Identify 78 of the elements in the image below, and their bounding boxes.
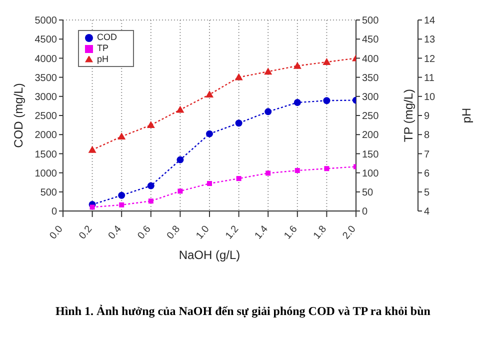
- y2-tick-label: 500: [362, 16, 380, 27]
- y2-tick-label: 0: [362, 206, 368, 218]
- point: [119, 202, 124, 208]
- y3-tick-label: 13: [424, 34, 436, 46]
- point: [206, 90, 214, 98]
- y-tick-label: 1000: [34, 168, 58, 180]
- y-tick-label: 5000: [34, 16, 58, 27]
- point: [294, 168, 300, 174]
- y2-tick-label: 100: [362, 168, 380, 180]
- point: [176, 156, 184, 164]
- point: [118, 132, 126, 140]
- y-tick-label: 4000: [34, 54, 58, 65]
- y-tick-label: 2500: [34, 111, 58, 122]
- x-tick-label: 0.6: [136, 224, 154, 242]
- y2-tick-label: 250: [362, 111, 380, 122]
- y3-tick-label: 10: [424, 92, 436, 103]
- point: [266, 170, 271, 176]
- y2-tick-label: 450: [362, 34, 380, 46]
- y2-tick-label: 350: [362, 72, 380, 84]
- y-tick-label: 3500: [34, 72, 58, 84]
- y2-tick-label: 150: [362, 149, 380, 160]
- legend-label: pH: [97, 54, 109, 64]
- point: [206, 130, 213, 138]
- point: [88, 146, 96, 153]
- point: [293, 62, 302, 69]
- y2-axis-title: TP (mg/L): [401, 88, 416, 142]
- y-tick-label: 4500: [34, 34, 58, 46]
- y2-tick-label: 400: [362, 54, 380, 65]
- point: [235, 120, 242, 127]
- legend-label: TP: [97, 43, 109, 53]
- x-tick-label: 1.6: [282, 224, 300, 242]
- y3-tick-label: 9: [424, 111, 430, 122]
- point: [236, 176, 242, 182]
- y3-tick-label: 8: [424, 130, 430, 142]
- point: [234, 73, 243, 80]
- y3-tick-label: 6: [424, 168, 430, 180]
- x-tick-label: 0.0: [48, 224, 66, 242]
- x-tick-label: 1.0: [194, 224, 212, 242]
- legend-label: COD: [97, 32, 117, 42]
- y3-axis-title: pH: [459, 108, 474, 124]
- x-tick-label: 0.8: [165, 224, 183, 242]
- y3-tick-label: 7: [424, 149, 430, 160]
- x-tick-label: 1.8: [312, 224, 330, 242]
- point: [323, 97, 330, 104]
- y-axis-title: COD (mg/L): [11, 83, 26, 148]
- y2-tick-label: 200: [362, 130, 380, 142]
- point: [118, 192, 126, 199]
- y3-tick-label: 12: [424, 54, 436, 65]
- point: [294, 99, 301, 106]
- point: [90, 204, 95, 210]
- point: [207, 180, 212, 186]
- y3-tick-label: 5: [424, 187, 430, 198]
- y2-tick-label: 300: [362, 92, 380, 103]
- point: [178, 188, 183, 194]
- y-tick-label: 2000: [34, 130, 58, 142]
- y-tick-label: 0: [51, 206, 58, 218]
- x-tick-label: 2.0: [340, 224, 359, 242]
- y3-tick-label: 11: [424, 72, 435, 84]
- y-tick-label: 1500: [34, 149, 58, 160]
- x-tick-label: 0.4: [106, 224, 124, 242]
- x-tick-label: 1.4: [253, 224, 271, 242]
- x-tick-label: 1.2: [224, 224, 242, 242]
- x-axis-title: NaOH (g/L): [178, 248, 240, 262]
- point: [176, 106, 184, 113]
- text: Hình 1. Ảnh hưởng của NaOH đến sự giải phóng COD và TP ra khỏi bùn: [54, 304, 432, 319]
- point: [264, 68, 272, 75]
- point: [147, 182, 154, 190]
- x-tick-label: 0.2: [77, 224, 95, 242]
- point: [264, 108, 272, 116]
- point: [146, 121, 155, 128]
- point: [324, 166, 330, 172]
- point: [148, 198, 154, 204]
- y-tick-label: 500: [40, 187, 58, 198]
- y3-tick-label: 14: [424, 16, 436, 27]
- y3-tick-label: 4: [424, 206, 430, 218]
- y-tick-label: 3000: [34, 92, 58, 103]
- point: [322, 58, 331, 66]
- y2-tick-label: 50: [362, 187, 374, 198]
